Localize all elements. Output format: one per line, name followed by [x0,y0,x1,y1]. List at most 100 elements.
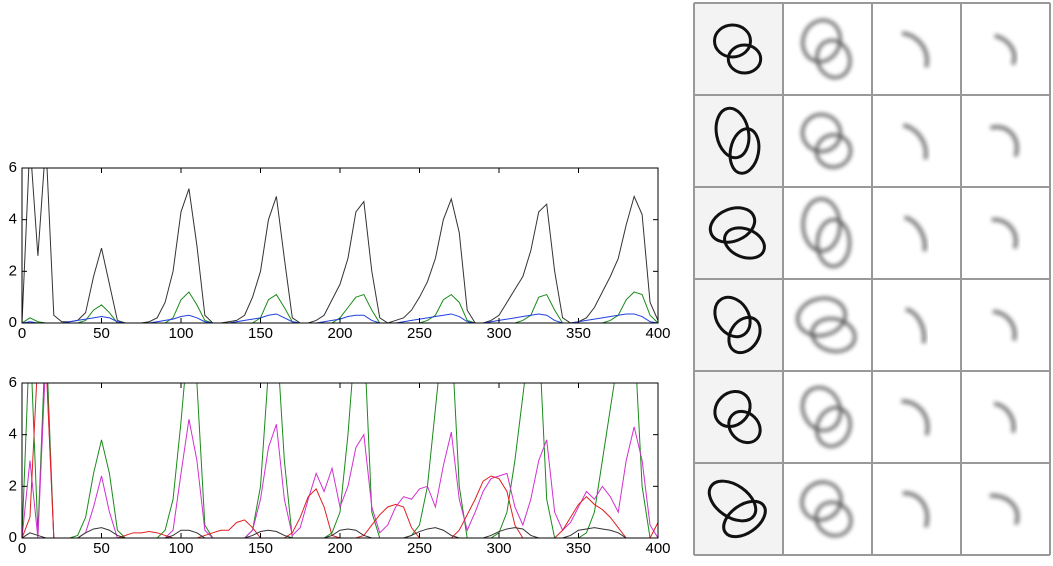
series-line [22,527,658,538]
x-tick-label: 100 [168,325,193,342]
stroke-arc [902,123,928,160]
stroke-arc [902,491,930,528]
x-tick-label: 250 [407,540,432,557]
x-tick-label: 300 [486,540,511,557]
x-tick-label: 50 [93,325,110,342]
digit-strokes [800,480,853,538]
x-tick-label: 200 [327,540,352,557]
y-tick-label: 4 [9,426,17,443]
stroke-loop [801,18,842,64]
digit-strokes [901,399,930,436]
x-tick-label: 350 [566,325,591,342]
x-tick-label: 300 [486,325,511,342]
stroke-loop [707,479,758,523]
x-tick-label: 400 [645,325,670,342]
digit-strokes [801,386,852,448]
x-tick-label: 150 [248,325,273,342]
stroke-loop [801,386,842,432]
stroke-arc [905,307,927,344]
x-tick-label: 100 [168,540,193,557]
stroke-arc [989,493,1020,526]
stroke-arc [993,401,1016,433]
stroke-arc [992,309,1017,341]
digit-strokes [713,23,763,75]
stroke-loop [815,38,852,80]
stroke-loop [815,406,852,448]
x-tick-label: 50 [93,540,110,557]
stroke-arc [994,33,1017,66]
digit-strokes [992,309,1017,341]
digit-strokes [991,217,1018,250]
noise-cell [694,279,783,371]
image-grid [693,2,1051,556]
x-tick-label: 0 [18,540,26,557]
y-tick-label: 6 [9,374,17,391]
digit-strokes [801,197,852,268]
y-tick-label: 0 [9,314,17,331]
stroke-loop [814,500,853,538]
stroke-loop [708,206,757,244]
digit-strokes [801,113,853,169]
x-tick-label: 200 [327,325,352,342]
stroke-loop [814,133,853,169]
stroke-loop [800,480,843,522]
digit-strokes [714,106,761,175]
x-tick-label: 0 [18,325,26,342]
digit-strokes [902,123,928,160]
digit-strokes [994,33,1017,66]
digit-strokes [796,296,857,353]
stroke-arc [903,215,927,252]
digit-strokes [713,389,762,445]
digit-strokes [989,124,1019,158]
digit-strokes [902,491,930,528]
x-tick-label: 350 [566,540,591,557]
axes-frame [21,382,659,539]
x-tick-label: 250 [407,325,432,342]
digit-strokes [989,493,1020,526]
digit-strokes [708,206,766,260]
stroke-loop [722,499,767,539]
x-tick-label: 400 [645,540,670,557]
stroke-arc [901,31,930,68]
stroke-loop [723,226,766,260]
digit-strokes [801,18,852,80]
series-line [22,383,658,538]
noise-cell [694,463,783,555]
axes-frame [21,167,659,324]
noise-cell [694,187,783,279]
noise-cell [694,3,783,95]
digit-strokes [901,31,930,68]
series-line [22,383,658,538]
plot-area [22,383,658,538]
x-tick-label: 150 [248,540,273,557]
stroke-loop [796,296,847,338]
stroke-loop [727,409,762,445]
y-tick-label: 2 [9,262,17,279]
stroke-loop [801,197,842,253]
stroke-arc [989,124,1019,158]
stroke-loop [728,127,761,175]
stroke-loop [727,315,762,355]
y-tick-label: 6 [9,159,17,176]
digit-strokes [707,479,767,539]
stroke-loop [713,23,752,59]
series-line [22,291,658,323]
series-line [22,168,658,323]
noise-cell [694,371,783,463]
stroke-loop [713,295,752,339]
stroke-loop [713,389,752,429]
stroke-loop [810,317,857,353]
stroke-arc [901,399,930,436]
stroke-arc [991,217,1018,250]
stroke-loop [726,43,763,75]
stroke-loop [815,218,852,268]
digit-strokes [905,307,927,344]
series-line [22,383,658,538]
digit-strokes [993,401,1016,433]
digit-strokes [713,295,762,355]
y-tick-label: 2 [9,477,17,494]
y-tick-label: 4 [9,211,17,228]
y-tick-label: 0 [9,529,17,546]
digit-strokes [903,215,927,252]
